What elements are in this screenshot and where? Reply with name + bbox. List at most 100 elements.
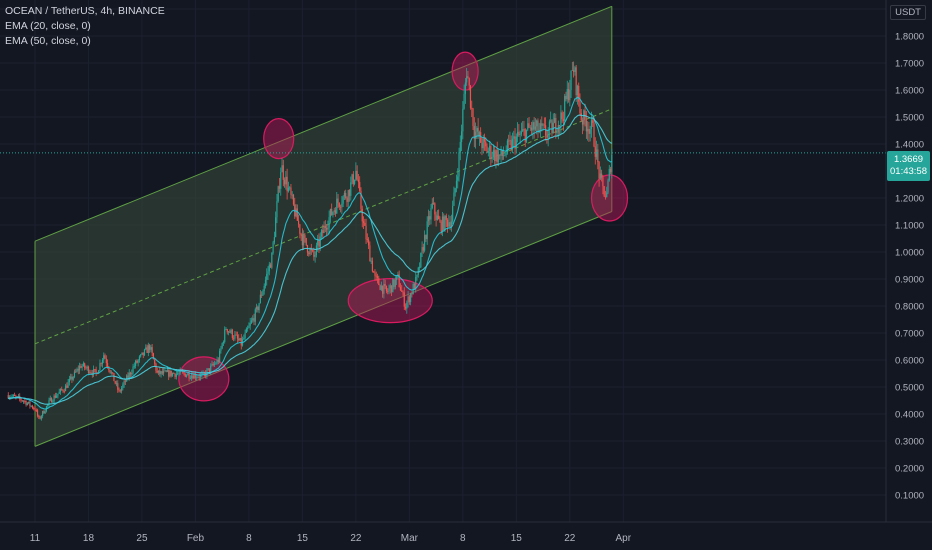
candle-body	[219, 350, 221, 362]
candle-body	[553, 117, 556, 123]
candle-body	[305, 237, 307, 246]
candle-body	[494, 150, 496, 162]
time-axis[interactable]: 11 18 25 Feb 8 15 22 Mar 8 15 22 Apr	[30, 533, 632, 544]
candle-body	[304, 235, 306, 238]
candle-body	[114, 381, 116, 384]
candle-body	[382, 285, 384, 294]
candle-body	[183, 372, 185, 374]
candle-body	[404, 306, 407, 309]
candle-body	[216, 359, 218, 364]
candle-body	[266, 273, 268, 280]
candle-body	[355, 170, 357, 180]
candle-body	[28, 401, 30, 404]
candle-body	[245, 328, 247, 333]
candle-body	[15, 396, 17, 397]
candle-body	[362, 221, 365, 223]
candle-body	[332, 211, 334, 216]
candle-body	[280, 172, 282, 189]
candle-body	[602, 177, 604, 187]
time-tick-label: 25	[136, 533, 148, 544]
candle-body	[318, 240, 320, 247]
candle-body	[457, 176, 459, 181]
candle-body	[289, 187, 291, 189]
candle-body	[143, 349, 146, 356]
candle-body	[555, 117, 557, 133]
candle-body	[147, 345, 149, 353]
candle-body	[136, 360, 138, 363]
candle-body	[95, 369, 97, 373]
candle-body	[392, 279, 394, 293]
candle-body	[360, 190, 362, 209]
candle-body	[436, 215, 438, 220]
chart-legend: OCEAN / TetherUS, 4h, BINANCE EMA (20, c…	[5, 4, 165, 49]
candle-body	[161, 371, 163, 374]
candle-body	[221, 343, 223, 349]
price-tick-label: 1.7000	[895, 59, 924, 70]
candle-body	[446, 219, 449, 227]
candle-body	[138, 356, 141, 360]
candle-body	[239, 338, 241, 341]
candle-body	[384, 284, 386, 286]
candle-body	[401, 290, 403, 292]
last-price-tag: 1.3669 01:43:58	[887, 151, 930, 181]
symbol-title[interactable]: OCEAN / TetherUS, 4h, BINANCE	[5, 5, 165, 17]
candle-body	[594, 146, 596, 157]
candle-body	[85, 367, 87, 369]
candle-body	[371, 260, 374, 272]
candle-body	[449, 222, 451, 228]
candle-body	[56, 395, 58, 398]
candle-body	[508, 140, 510, 142]
candle-body	[29, 401, 31, 406]
candle-body	[532, 122, 534, 131]
candle-body	[67, 382, 69, 388]
candle-body	[432, 202, 435, 204]
candle-body	[128, 372, 130, 378]
candle-body	[134, 360, 137, 366]
candle-body	[573, 70, 575, 73]
price-tick-label: 0.8000	[895, 302, 924, 313]
candle-body	[281, 165, 283, 173]
ema50-legend[interactable]: EMA (50, close, 0)	[5, 35, 91, 47]
candle-body	[511, 138, 514, 150]
candle-body	[165, 370, 167, 372]
ema20-legend[interactable]: EMA (20, close, 0)	[5, 20, 91, 32]
candle-body	[417, 267, 419, 275]
candle-body	[253, 318, 255, 322]
candle-body	[383, 284, 385, 294]
candle-body	[346, 198, 348, 202]
candle-body	[420, 252, 422, 268]
candle-body	[546, 135, 548, 138]
candle-body	[142, 352, 144, 356]
candle-body	[501, 150, 503, 156]
candle-body	[278, 186, 281, 189]
candle-body	[439, 219, 441, 222]
candle-body	[53, 395, 55, 402]
price-tick-label: 0.5000	[895, 383, 924, 394]
candle-body	[52, 401, 54, 403]
currency-unit[interactable]: USDT	[890, 5, 926, 20]
candle-body	[356, 170, 358, 180]
candle-body	[354, 179, 356, 184]
candle-body	[103, 355, 105, 360]
candle-body	[520, 131, 523, 135]
candle-body	[463, 93, 465, 109]
candle-body	[30, 405, 32, 407]
candle-body	[578, 85, 580, 102]
candle-body	[31, 405, 34, 409]
candle-body	[327, 227, 329, 230]
candle-body	[297, 220, 300, 225]
candle-body	[80, 366, 82, 368]
candle-body	[61, 388, 63, 390]
candle-body	[480, 132, 482, 143]
price-tick-label: 0.3000	[895, 437, 924, 448]
candle-body	[211, 363, 213, 366]
candle-body	[87, 366, 90, 374]
candle-body	[7, 395, 9, 399]
candle-body	[259, 294, 261, 304]
candle-body	[217, 359, 219, 362]
time-tick-label: 22	[564, 533, 576, 544]
candle-body	[113, 373, 115, 382]
candle-body	[72, 376, 74, 380]
price-axis[interactable]: 11.80001.70001.60001.50001.40001.20001.1…	[895, 5, 924, 502]
